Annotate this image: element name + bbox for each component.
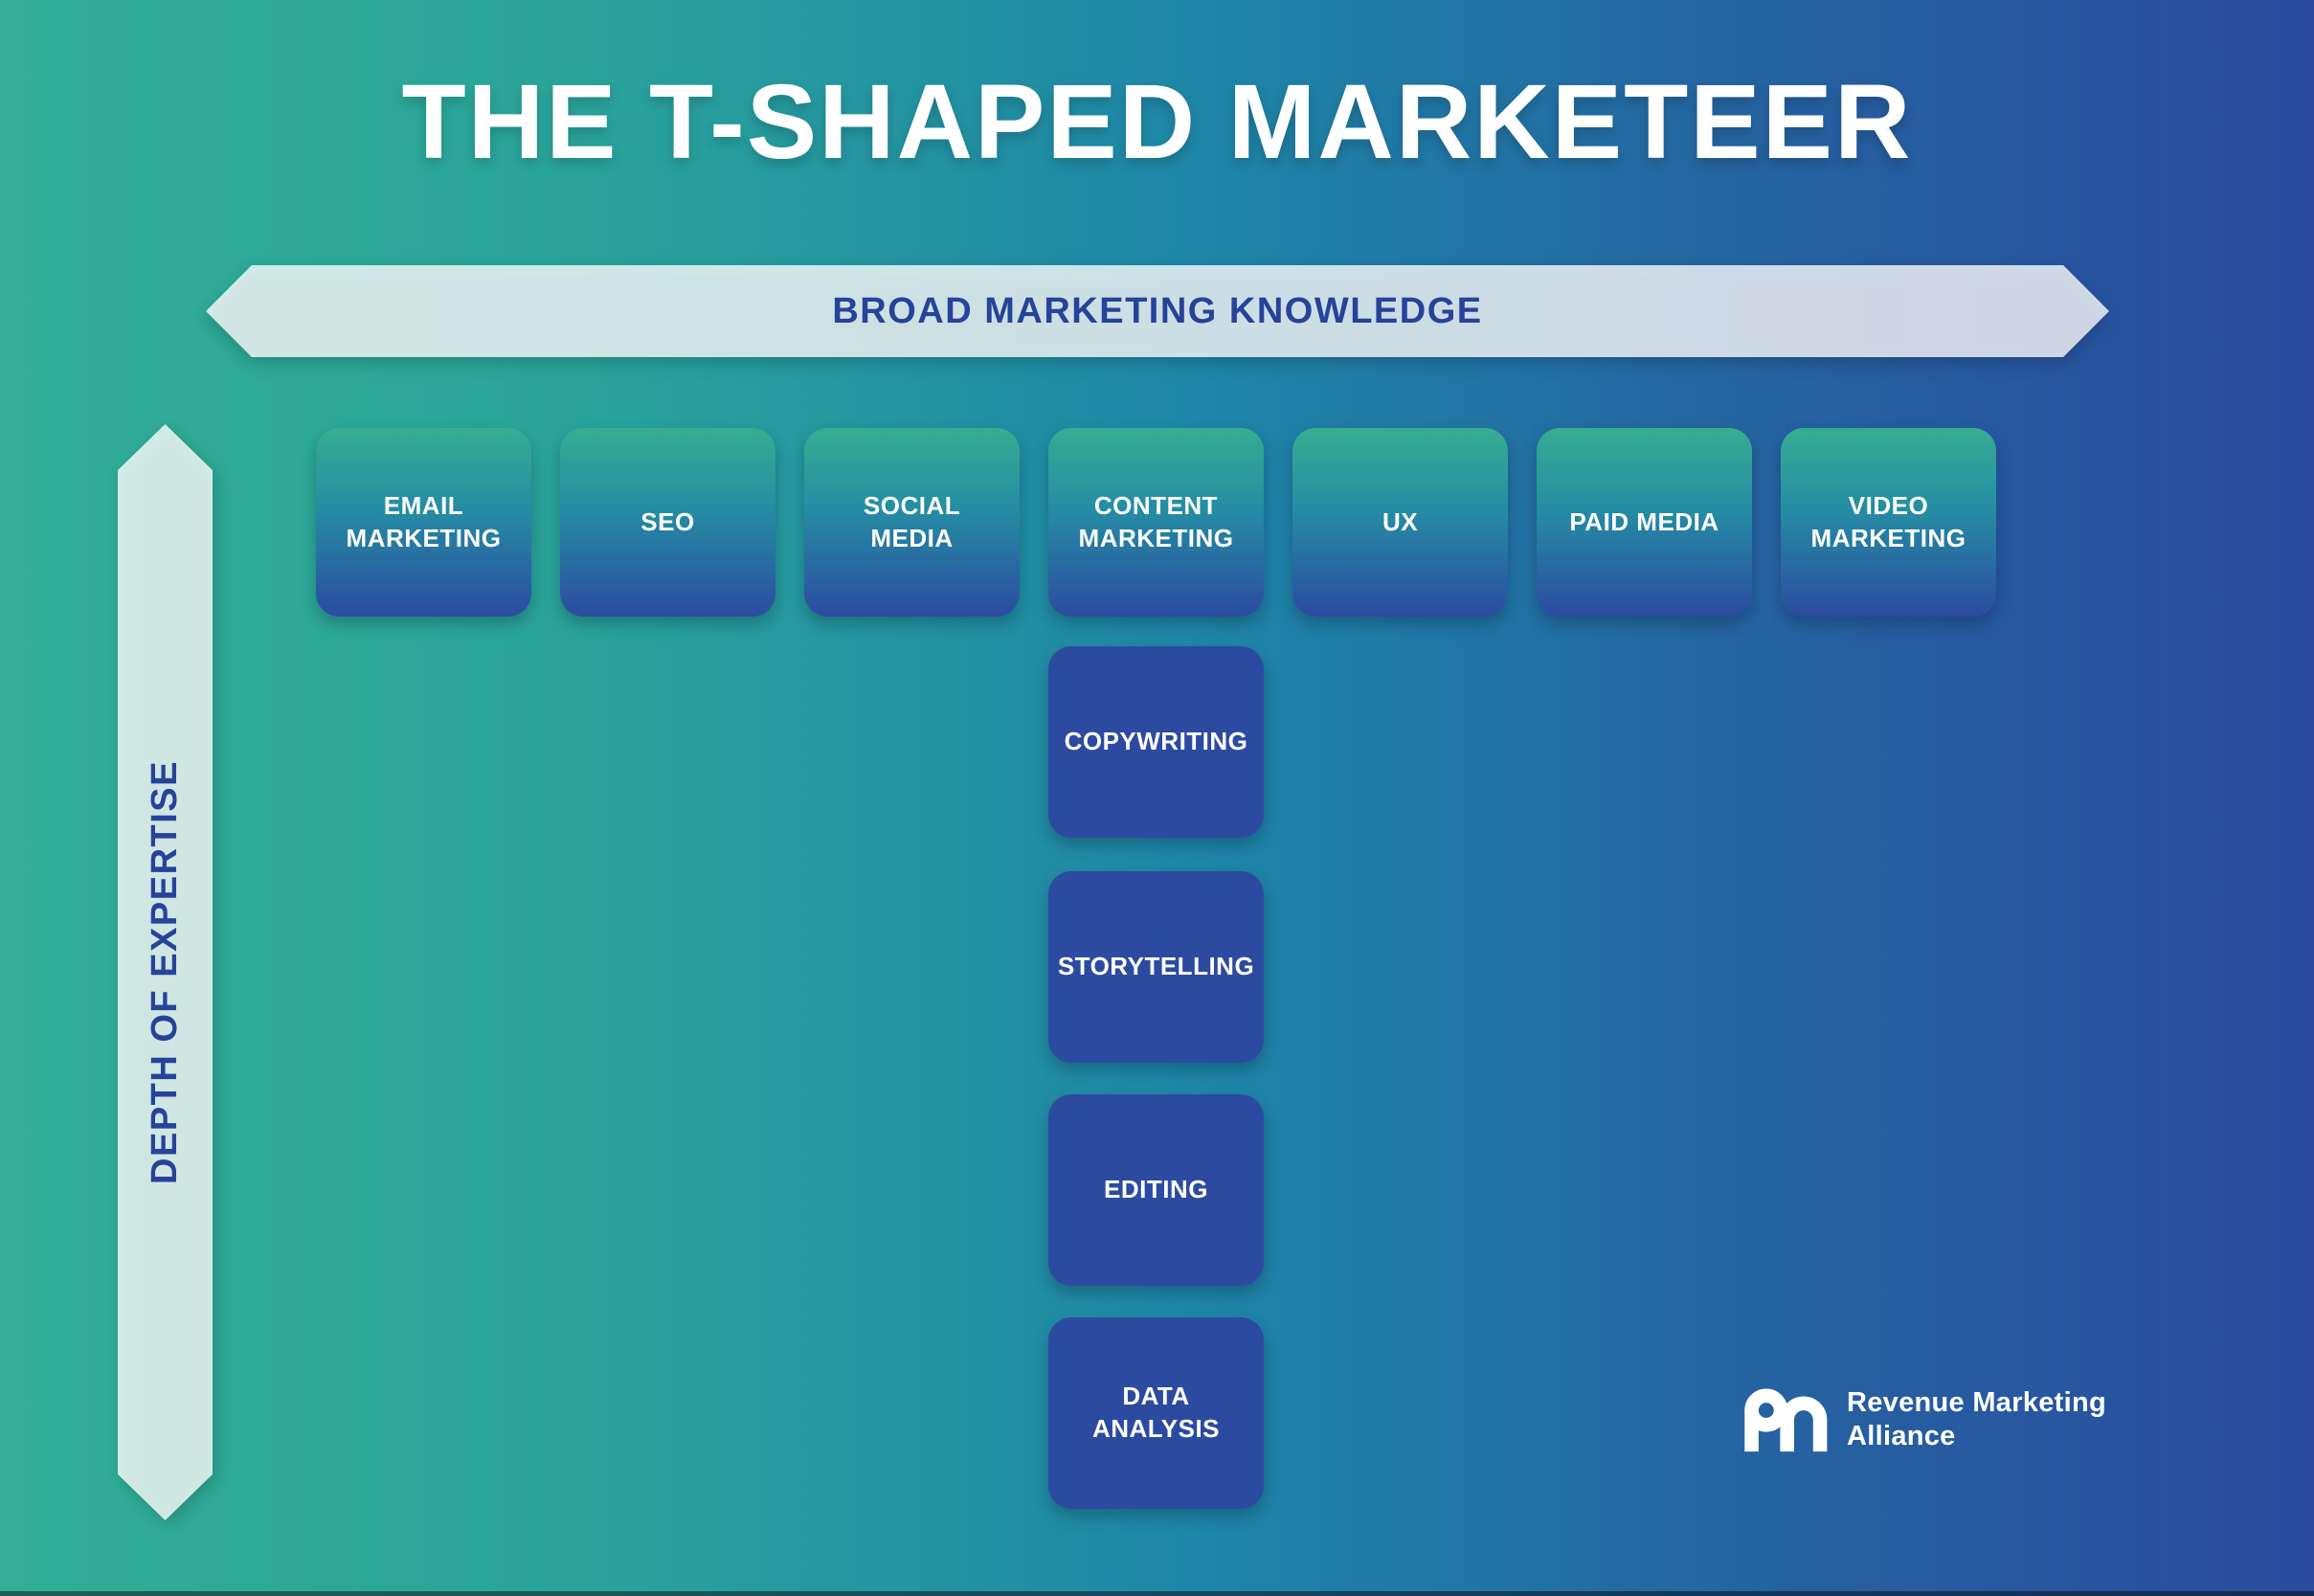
logo-text: Revenue Marketing Alliance [1847,1386,2106,1453]
broad-knowledge-arrow: BROAD MARKETING KNOWLEDGE [206,265,2109,357]
page-title: THE T-SHAPED MARKETEER [401,63,1913,181]
deep-skill-box-copywriting: COPYWRITING [1048,646,1264,838]
deep-skill-box-data-analysis: DATA ANALYSIS [1048,1317,1264,1509]
broad-skill-box-email-marketing: EMAIL MARKETING [316,428,531,617]
bottom-edge-strip [0,1591,2314,1596]
broad-skill-box-ux: UX [1292,428,1508,617]
depth-expertise-label: DEPTH OF EXPERTISE [145,760,185,1184]
depth-expertise-arrow: DEPTH OF EXPERTISE [118,424,213,1520]
logo-text-line2: Alliance [1847,1421,1956,1451]
broad-skill-box-content-marketing: CONTENT MARKETING [1048,428,1264,617]
broad-skill-box-video-marketing: VIDEO MARKETING [1781,428,1996,617]
broad-skill-box-paid-media: PAID MEDIA [1537,428,1752,617]
deep-skill-box-editing: EDITING [1048,1094,1264,1286]
broad-skill-box-seo: SEO [560,428,775,617]
vertical-double-arrow-icon: DEPTH OF EXPERTISE [118,424,213,1520]
broad-skill-box-social-media: SOCIAL MEDIA [804,428,1020,617]
logo: Revenue Marketing Alliance [1738,1386,2106,1453]
rma-logo-icon [1744,1388,1828,1452]
horizontal-double-arrow-icon: BROAD MARKETING KNOWLEDGE [206,265,2109,357]
deep-skill-box-storytelling: STORYTELLING [1048,871,1264,1063]
broad-knowledge-label: BROAD MARKETING KNOWLEDGE [832,290,1483,331]
logo-text-line1: Revenue Marketing [1847,1387,2107,1418]
